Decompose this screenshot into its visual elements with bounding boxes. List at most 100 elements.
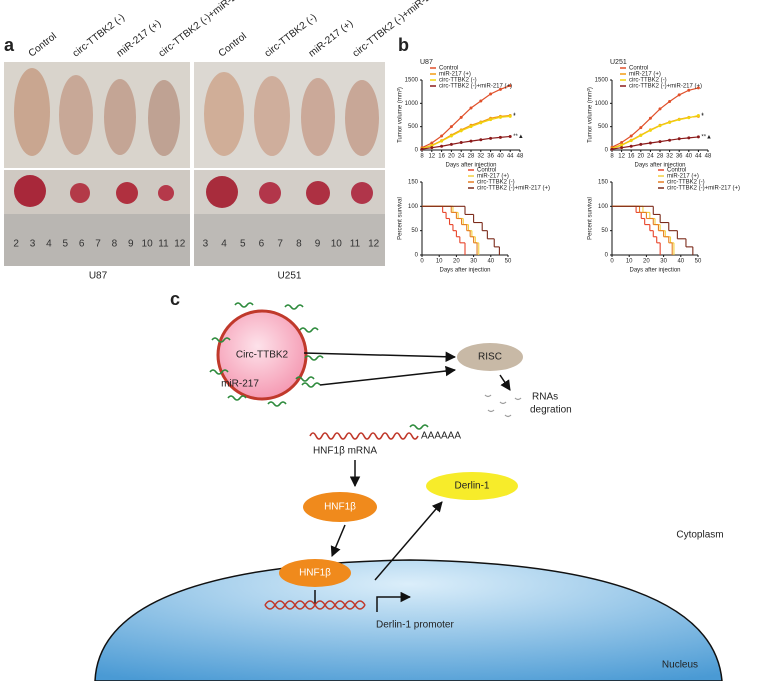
degraded-rna	[484, 394, 522, 418]
legend-label: Control	[629, 66, 648, 72]
x-tick-label: 40	[677, 259, 684, 265]
point	[449, 125, 453, 129]
point	[639, 134, 643, 138]
ruler-number: 3	[30, 239, 36, 250]
ruler-number: 2	[13, 239, 19, 250]
y-tick-label: 50	[601, 228, 608, 234]
x-tick-label: 40	[685, 154, 692, 160]
ruler-number: 6	[259, 239, 265, 250]
series-line	[421, 135, 511, 150]
series-line	[611, 87, 699, 148]
ruler-number: 10	[331, 239, 343, 250]
y-tick-label: 1500	[595, 78, 609, 84]
y-tick-label: 1500	[405, 78, 419, 84]
x-tick-label: 30	[470, 259, 477, 265]
group-label: U251	[278, 271, 302, 282]
mrna-label: HNF1β mRNA	[313, 446, 377, 457]
point	[430, 146, 434, 150]
point	[687, 136, 691, 140]
risc-shape	[457, 343, 523, 371]
x-tick-label: 16	[438, 154, 445, 160]
x-tick-label: 44	[507, 154, 514, 160]
y-tick-label: 0	[415, 148, 419, 154]
series-line	[611, 114, 699, 150]
series-line	[421, 85, 511, 149]
chart-title: U87	[420, 59, 433, 66]
x-tick-label: 40	[487, 259, 494, 265]
column-label: Control	[217, 31, 249, 60]
hnf1b-shape	[303, 492, 377, 522]
ruler-number: 12	[368, 239, 380, 250]
y-tick-label: 0	[415, 253, 419, 259]
degradation-label: RNAs	[532, 392, 558, 403]
ruler-number: 7	[277, 239, 283, 250]
point	[489, 136, 493, 140]
legend-label: circ-TTBK2 (-)	[667, 180, 705, 186]
point	[610, 147, 614, 151]
group-label: U87	[89, 271, 108, 282]
point	[479, 121, 483, 125]
point	[687, 116, 691, 120]
point	[489, 118, 493, 122]
x-axis-label: Days after injection	[629, 268, 680, 274]
end-label: *	[513, 114, 516, 120]
chart-title: U251	[610, 59, 627, 66]
y-axis-label: Percent survival	[398, 197, 404, 240]
point	[677, 93, 681, 97]
y-axis-label: Percent survival	[588, 197, 594, 240]
legend-label: miR-217 (+)	[629, 72, 661, 78]
point	[639, 126, 643, 130]
mirna-label: miR-217	[221, 379, 259, 390]
ruler-number: 11	[350, 239, 361, 250]
x-tick-label: 32	[477, 154, 484, 160]
point	[459, 129, 463, 133]
derlin-label: Derlin-1	[454, 481, 489, 492]
panel-label: b	[398, 35, 409, 55]
column-label: circ-TTBK2 (-)+miR-217 (+)	[157, 0, 260, 59]
nucleus-shape	[94, 559, 723, 681]
ruler-number: 11	[158, 239, 169, 250]
end-label: **▲	[513, 134, 524, 140]
series-line	[421, 115, 511, 150]
end-label: *	[701, 113, 704, 119]
x-tick-label: 36	[487, 154, 494, 160]
point	[629, 144, 633, 148]
x-tick-label: 48	[705, 154, 712, 160]
point	[648, 141, 652, 145]
degradation-label: degration	[530, 405, 572, 416]
point	[658, 124, 662, 128]
point	[498, 135, 502, 139]
point	[629, 139, 633, 143]
point	[508, 84, 512, 88]
point	[498, 87, 502, 91]
y-axis-label: Tumor volume (mm³)	[588, 87, 594, 143]
point	[668, 99, 672, 103]
ruler-number: 4	[221, 239, 227, 250]
point	[508, 134, 512, 138]
point	[440, 139, 444, 143]
point	[639, 142, 643, 146]
ruler-number: 9	[128, 239, 134, 250]
x-tick-label: 20	[637, 154, 644, 160]
ruler-number: 6	[79, 239, 85, 250]
x-tick-label: 20	[453, 259, 460, 265]
point	[430, 141, 434, 145]
y-tick-label: 150	[598, 180, 609, 186]
nucleus-label: Nucleus	[662, 660, 698, 671]
x-tick-label: 20	[643, 259, 650, 265]
arrow	[319, 365, 457, 386]
circ-label: Circ-TTBK2	[236, 350, 289, 361]
point	[696, 135, 700, 139]
photo-u87	[4, 62, 190, 266]
point	[620, 141, 624, 145]
panel-label: a	[4, 35, 15, 55]
point	[440, 144, 444, 148]
x-tick-label: 36	[676, 154, 683, 160]
y-tick-label: 0	[605, 148, 609, 154]
legend-label: miR-217 (+)	[439, 72, 471, 78]
point	[469, 106, 473, 110]
mirna-icons	[209, 302, 429, 430]
ruler-number: 9	[315, 239, 321, 250]
x-axis-label: Days after injection	[445, 163, 496, 169]
end-label: **▲	[701, 135, 712, 141]
